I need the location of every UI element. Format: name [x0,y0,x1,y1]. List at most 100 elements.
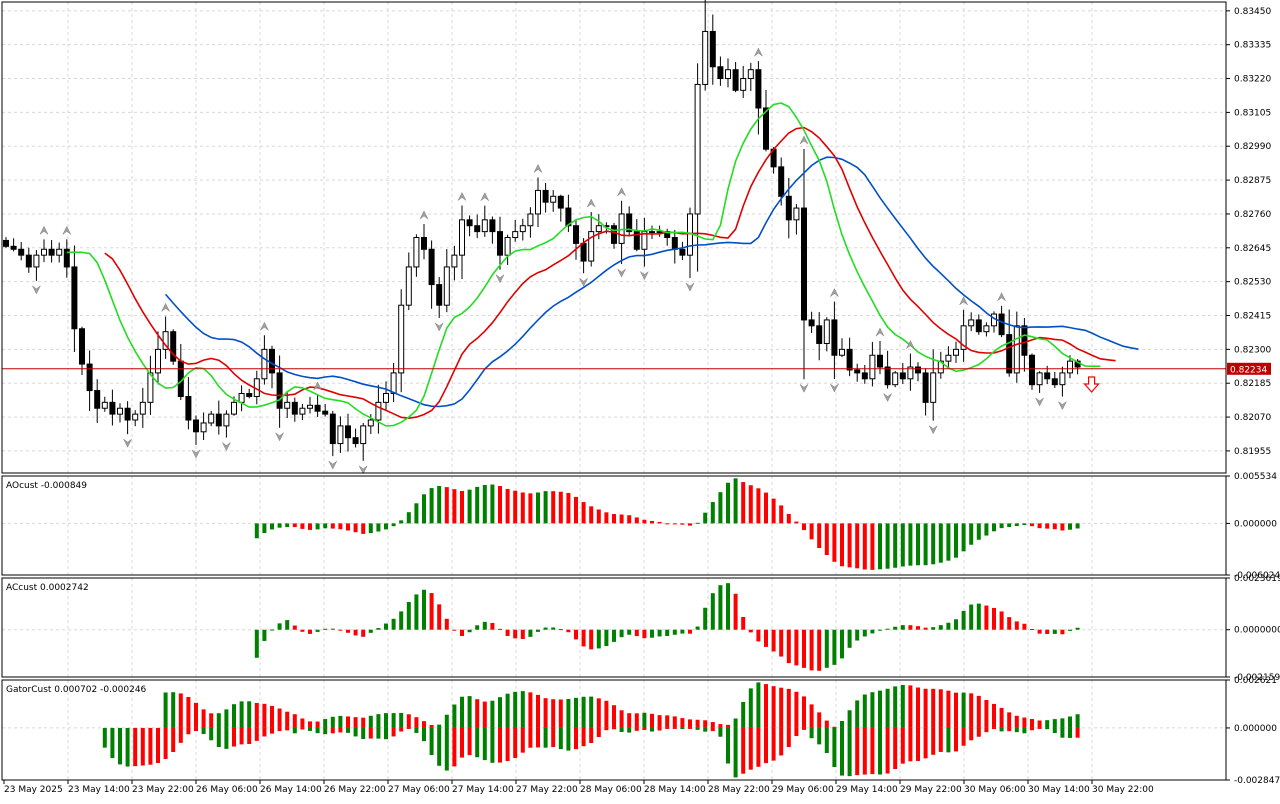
gator-lower-bar [467,727,472,756]
gator-upper-bar [323,719,328,728]
ac-bar [710,593,715,630]
candle-body [732,69,739,91]
candle-body [48,248,55,256]
gator-lower-bar [361,727,366,739]
fractal-down-icon [32,285,41,295]
candle-body [79,328,85,365]
gator-upper-bar [650,713,654,728]
y-tick-label: 0.81955 [1234,447,1271,457]
ac-bar [353,629,358,636]
ao-bar [460,490,464,524]
gator-upper-bar [452,704,457,728]
x-tick-label: 30 May 06:00 [964,785,1026,795]
ac-bar [551,627,556,630]
gator-lower-bar [498,727,502,763]
y-tick-label: 0.82990 [1234,142,1271,152]
ac-bar [634,629,639,637]
ac-bar [536,629,540,632]
gator-upper-bar [999,707,1004,728]
price-pane[interactable] [2,0,1226,475]
ac-bar [794,629,799,666]
gator-lower-bar [171,727,176,753]
candle-body [147,372,154,403]
gator-lower-bar [1030,727,1034,731]
candle-body [527,213,534,227]
gator-lower-bar [178,727,183,743]
gator-lower-bar [376,727,381,739]
ao-bar [581,502,586,524]
ao-bar [1045,523,1050,529]
gator-lower-bar [718,727,723,737]
ao-bar [346,523,350,531]
ac-bar [315,629,320,632]
ac-bar [429,593,434,630]
gator-lower-bar [505,727,510,762]
candle-body [428,248,435,286]
x-tick-label: 23 May 22:00 [132,785,194,795]
ac-bar [779,629,784,657]
ao-bar [1060,523,1065,531]
gator-tick-label: 0.002621 [1234,676,1277,686]
ac-bar [1037,629,1042,634]
fractal-up-icon [161,302,170,312]
ao-bar [604,512,609,524]
candle-body [793,207,800,221]
candle-body [124,407,131,421]
candle-body [846,348,853,371]
ao-bar [862,523,867,570]
y-tick-label: 0.82300 [1234,345,1271,355]
ac-bar [969,604,974,630]
candle-body [557,195,564,209]
ao-pane[interactable] [254,478,1080,570]
ac-pane[interactable] [254,583,1080,671]
gator-upper-bar [444,714,449,728]
gator-upper-bar [840,720,844,728]
gator-upper-bar [741,701,746,728]
gator-upper-bar [232,704,236,728]
gator-tick-label: -0.002847 [1234,776,1280,786]
ac-bar [900,625,905,630]
x-tick-label: 28 May 14:00 [644,785,706,795]
gator-upper-bar [779,687,784,728]
gator-lower-bar [254,727,259,741]
gator-upper-bar [338,715,343,728]
ac-bar [406,602,411,630]
axes: 0.83450 0.83335 0.83220 0.83105 0.82990 0.828… [3,7,1280,795]
ao-bar [467,489,472,524]
gator-lower-bar [201,727,206,735]
gator-upper-bar [429,724,434,728]
ac-bar [422,589,426,630]
gator-lower-bar [391,727,396,737]
gator-lower-bar [627,727,632,733]
candle-body [86,363,93,392]
ac-bar [543,627,548,630]
candle-body [443,266,450,306]
ao-bar [452,489,457,524]
gator-upper-bar [748,688,753,728]
gator-lower-bar [118,727,122,765]
gator-upper-bar [186,697,191,728]
ao-bar [520,492,525,524]
candle-body [246,393,253,397]
candle-body [519,225,526,233]
candle-body [413,237,420,268]
gator-lower-bar [900,727,905,764]
gator-upper-bar [384,713,388,728]
ao-bar [574,496,578,524]
gator-lower-bar [1052,727,1057,733]
gator-lower-bar [999,727,1004,732]
gator-lower-bar [292,727,297,734]
candle-body [778,166,785,197]
y-tick-label: 0.83220 [1234,75,1271,85]
gator-upper-bar [551,699,556,728]
ac-bar [862,629,867,637]
gator-pane[interactable] [102,682,1080,778]
fractal-up-icon [906,340,915,349]
fractal-up-icon [754,47,763,57]
ao-bar [885,523,890,569]
candle-body [611,225,617,244]
gator-lower-bar [938,727,943,752]
ac-bar [1030,628,1034,630]
